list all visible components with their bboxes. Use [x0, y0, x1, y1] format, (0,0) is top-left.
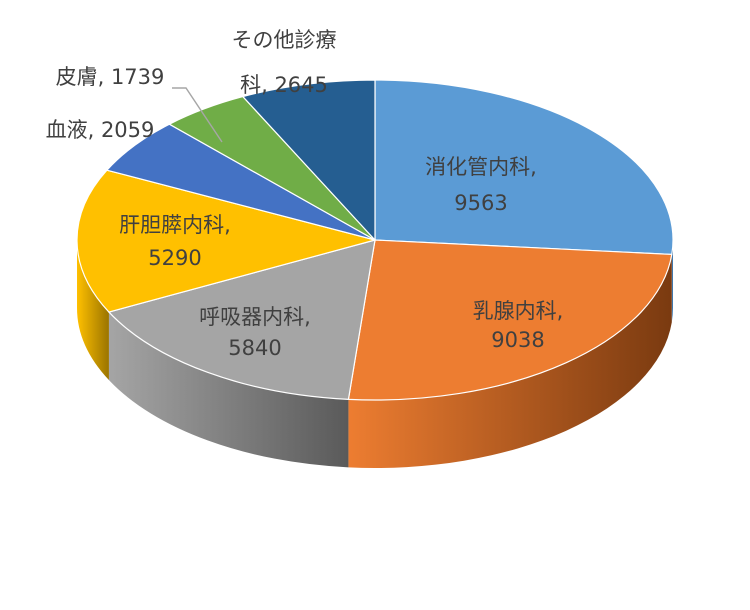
data-label-4-line-2: 5290	[148, 246, 201, 270]
pie-slice-3	[107, 239, 376, 400]
data-label-3-line-2: 5840	[228, 336, 281, 360]
data-label-7-line-2: 科, 2645	[240, 73, 328, 97]
pie-side-3	[108, 312, 349, 468]
pie-side-4	[77, 240, 109, 381]
data-label-6-line-1: 皮膚, 1739	[56, 65, 165, 89]
data-label-2-line-1: 乳腺内科,	[473, 299, 564, 323]
pie-side-2	[348, 254, 672, 468]
data-label-1-line-2: 9563	[454, 191, 507, 215]
pie-top	[76, 79, 674, 401]
data-label-3-line-1: 呼吸器内科,	[199, 305, 311, 329]
pie-slice-7	[241, 79, 376, 242]
data-labels: 消化管内科, 9563 乳腺内科, 9038 呼吸器内科, 5840 肝胆膵内科, 5290 血…	[46, 28, 564, 360]
pie-slice-1	[374, 79, 674, 256]
data-label-5-line-1: 血液, 2059	[46, 118, 155, 142]
pie-side-1	[671, 240, 673, 323]
data-label-1-line-1: 消化管内科,	[425, 155, 537, 179]
leader-line-skin	[172, 87, 223, 143]
pie-slice-2	[347, 239, 673, 401]
data-label-4-line-1: 肝胆膵内科,	[119, 213, 231, 237]
pie-side-walls	[77, 240, 673, 468]
data-label-2-line-2: 9038	[491, 328, 544, 352]
pie-slice-4	[76, 169, 378, 313]
data-label-7-line-1: その他診療	[232, 28, 337, 52]
